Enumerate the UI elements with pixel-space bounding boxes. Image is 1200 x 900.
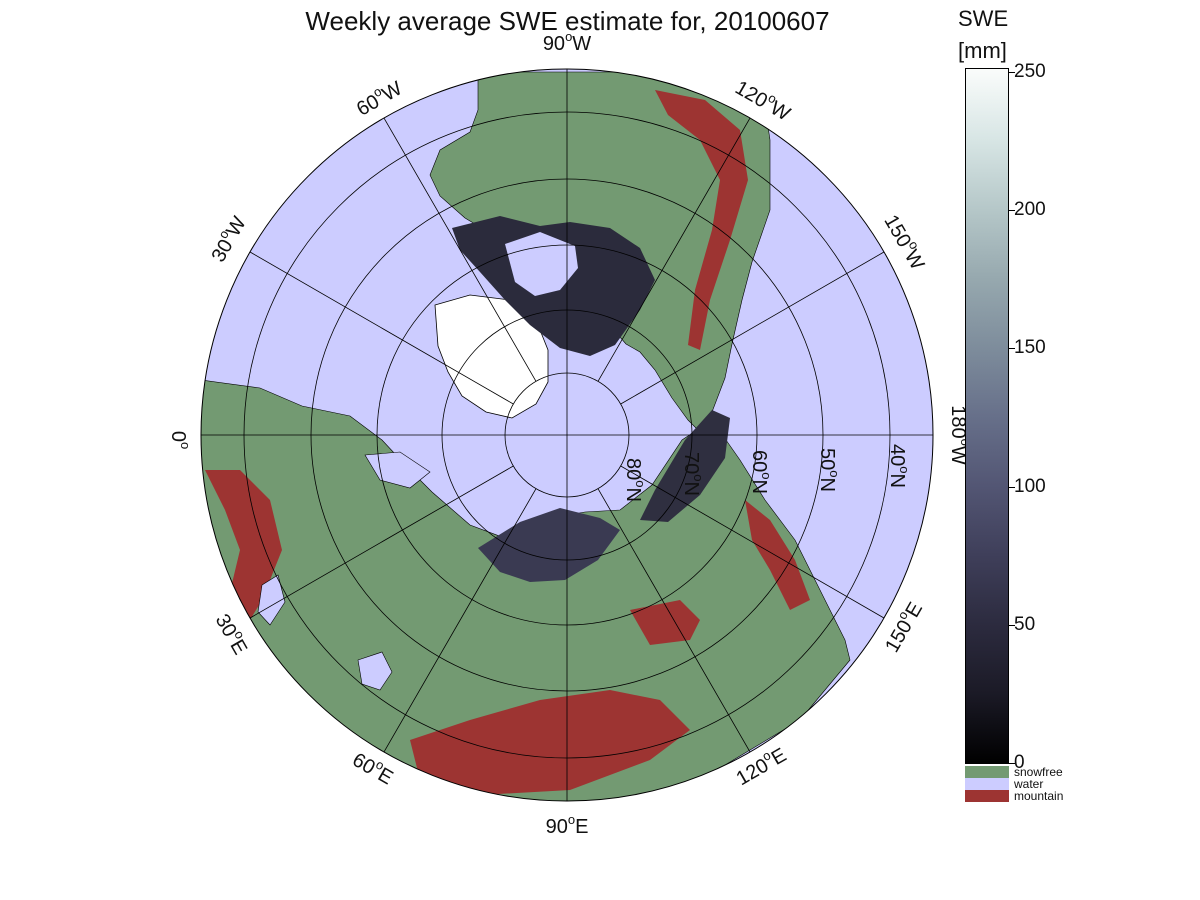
meridian-60e: [383, 488, 537, 753]
colorbar-tick-label: 250: [1014, 61, 1046, 82]
eastern-asia-mountains: [745, 500, 810, 610]
latitude-label-40: 40oN: [886, 444, 912, 488]
colorbar-tick-label: 50: [1014, 613, 1036, 635]
colorbar-tick: [1009, 348, 1015, 350]
colorbar-tick: [1009, 624, 1015, 626]
swe-colorbar: [965, 68, 1009, 764]
colorbar-tick: [1009, 486, 1015, 488]
legend-label-water: water: [1014, 777, 1044, 791]
latitude-label-80: 80oN: [622, 458, 648, 502]
land-layer: [201, 71, 851, 801]
longitude-label-90e: 90oE: [546, 812, 589, 838]
rocky-mountains: [655, 90, 748, 350]
colorbar-tick-label: 150: [1014, 337, 1046, 359]
meridian-120e: [597, 488, 751, 753]
meridian-30e: [249, 465, 514, 619]
latitude-label-50: 50oN: [816, 448, 842, 492]
map-title: Weekly average SWE estimate for, 2010060…: [305, 6, 830, 36]
legend-label-snowfree: snowfree: [1014, 765, 1063, 779]
colorbar-tick-label: 100: [1014, 475, 1046, 497]
colorbar-tick: [1009, 763, 1015, 764]
latitude-label-60: 60oN: [748, 450, 774, 494]
siberia-snowcover: [478, 508, 620, 582]
white-sea: [364, 451, 431, 489]
colorbar-unit: [mm]: [958, 38, 1007, 63]
meridian-150w: [620, 251, 885, 405]
map-border: [200, 68, 934, 802]
meridian-120w: [597, 117, 751, 382]
colorbar-title: SWE: [958, 6, 1009, 31]
longitude-label-0: 0o: [167, 431, 193, 449]
colorbar-tick-label: 0: [1014, 752, 1025, 773]
hudson-bay: [505, 232, 578, 296]
meridian-150e: [620, 465, 885, 619]
graticule: [201, 69, 933, 801]
longitude-label-30w: 30oW: [204, 211, 251, 266]
longitude-label-90w: 90oW: [543, 29, 591, 55]
meridian-60w: [383, 117, 537, 382]
longitude-label-180w: 180oW: [947, 405, 973, 465]
legend-label-mountain: mountain: [1014, 789, 1064, 803]
legend-swatch-snowfree: [965, 766, 1009, 778]
baltic-sea: [257, 574, 286, 626]
east-siberia-snowcover: [640, 410, 730, 522]
colorbar-tick: [1009, 72, 1015, 73]
caspian-sea: [357, 651, 393, 691]
central-asia-mountains: [410, 690, 690, 795]
ural-mountains: [630, 600, 700, 645]
latitude-label-70: 70oN: [680, 452, 706, 496]
legend-swatch-mountain: [965, 790, 1009, 802]
legend-swatch-water: [965, 778, 1009, 790]
colorbar-tick: [1009, 210, 1015, 212]
meridian-30w: [249, 251, 514, 405]
longitude-label-30e: 30oE: [210, 609, 254, 659]
colorbar-tick-label: 200: [1014, 199, 1046, 221]
